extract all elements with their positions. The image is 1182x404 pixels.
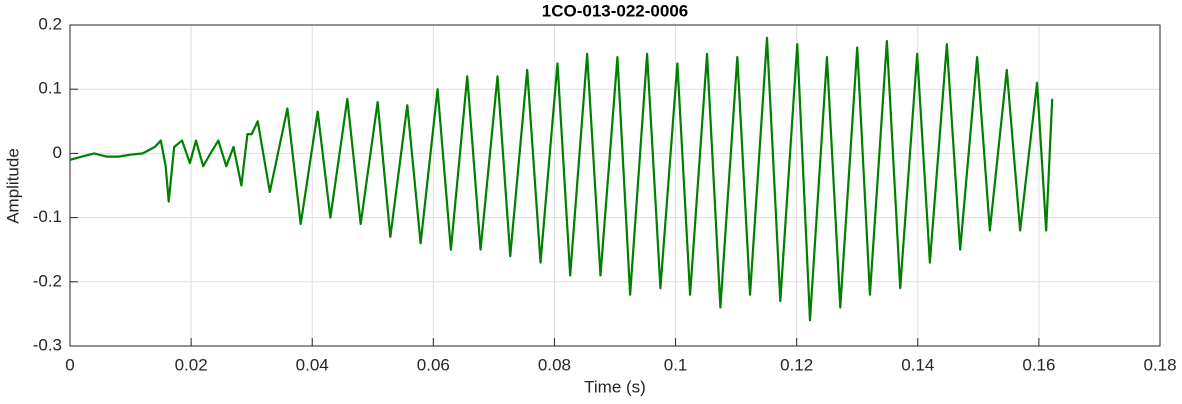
plot-area — [70, 25, 1160, 346]
x-tick-label: 0.18 — [1143, 355, 1176, 374]
x-tick-label: 0.16 — [1022, 355, 1055, 374]
x-tick-label: 0.14 — [901, 355, 934, 374]
y-tick-label: -0.2 — [33, 271, 62, 290]
plot-frame — [69, 24, 1161, 347]
x-tick-label: 0.08 — [538, 355, 571, 374]
x-tick-label: 0.04 — [296, 355, 329, 374]
y-tick-label: 0.1 — [38, 79, 62, 98]
data-line — [69, 36, 1054, 322]
y-tick-label: 0 — [53, 143, 62, 162]
x-tick-label: 0.02 — [175, 355, 208, 374]
y-tick-label: -0.1 — [33, 207, 62, 226]
y-tick-label: -0.3 — [33, 335, 62, 354]
x-tick-label: 0 — [65, 355, 74, 374]
x-tick-label: 0.1 — [664, 355, 688, 374]
x-tick-label: 0.06 — [417, 355, 450, 374]
y-axis-label: Amplitude — [3, 148, 22, 224]
x-tick-label: 0.12 — [780, 355, 813, 374]
chart-title: 1CO-013-022-0006 — [542, 1, 688, 20]
x-axis-label: Time (s) — [584, 377, 646, 396]
y-tick-label: 0.2 — [38, 14, 62, 33]
